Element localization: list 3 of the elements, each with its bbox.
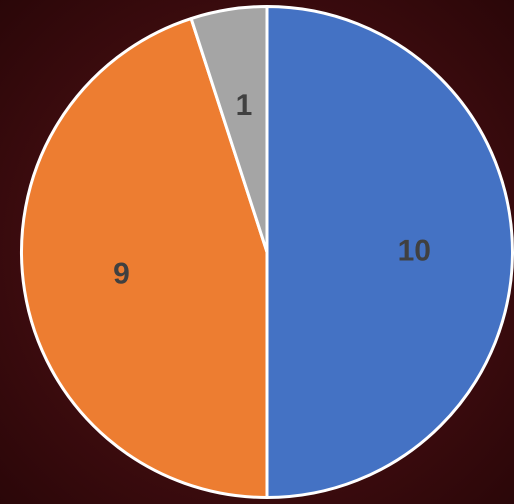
data-label: 10 xyxy=(398,234,431,268)
data-label: 1 xyxy=(236,88,252,122)
data-label: 9 xyxy=(113,257,130,290)
